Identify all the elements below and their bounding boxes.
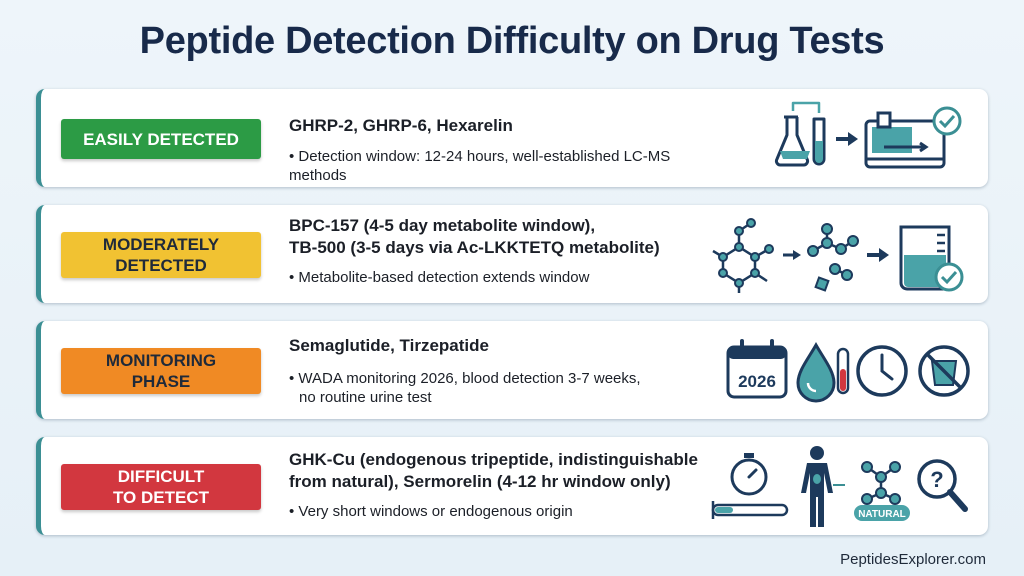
page-title: Peptide Detection Difficulty on Drug Tes… — [139, 20, 885, 62]
badge-line: DIFFICULT — [117, 467, 205, 486]
natural-label: NATURAL — [858, 509, 906, 520]
molecule-network-icon — [712, 218, 774, 293]
row-difficult-to-detect: DIFFICULT TO DETECT GHK-Cu (endogenous t… — [36, 437, 988, 535]
badge-line: MONITORING — [105, 351, 217, 370]
svg-text:?: ? — [930, 467, 943, 492]
detail-bullet: • Very short windows or endogenous origi… — [289, 503, 573, 520]
row1-icons — [774, 101, 962, 169]
row-text: GHK-Cu (endogenous tripeptide, indisting… — [289, 449, 729, 521]
arrow-right-icon — [867, 248, 889, 262]
peptide-list: from natural), Sermorelin (4-12 hr windo… — [289, 472, 671, 491]
lab-flasks-icon — [774, 101, 826, 167]
peptide-list: GHRP-2, GHRP-6, Hexarelin — [289, 116, 513, 135]
lc-ms-machine-icon — [864, 111, 946, 169]
human-body-icon — [801, 446, 845, 527]
clock-icon — [856, 345, 908, 397]
badge-line: TO DETECT — [112, 488, 210, 507]
site-credit: PeptidesExplorer.com — [840, 551, 986, 568]
icon-group — [774, 89, 974, 187]
icon-group: NATURAL ? — [709, 437, 974, 535]
row-text: Semaglutide, Tirzepatide • WADA monitori… — [289, 335, 729, 407]
beaker-check-icon — [899, 225, 964, 292]
peptide-list: Semaglutide, Tirzepatide — [289, 336, 489, 355]
detail-bullet: • Detection window: 12-24 hours, well-es… — [289, 148, 671, 184]
detail-bullet: no routine urine test — [299, 389, 432, 406]
row-monitoring-phase: MONITORING PHASE Semaglutide, Tirzepatid… — [36, 321, 988, 419]
row-text: BPC-157 (4-5 day metabolite window), TB-… — [289, 215, 729, 287]
metabolite-fragments-icon — [807, 223, 859, 292]
blood-drop-vial-icon — [796, 341, 850, 403]
badge-line: MODERATELY — [102, 235, 220, 254]
peptide-list: GHK-Cu (endogenous tripeptide, indisting… — [289, 450, 698, 469]
badge-line: DETECTED — [115, 256, 207, 275]
row2-icons — [712, 218, 964, 293]
badge-monitoring-phase: MONITORING PHASE — [61, 348, 261, 394]
row4-icons: NATURAL ? — [711, 446, 968, 527]
badge-moderately-detected: MODERATELY DETECTED — [61, 232, 261, 278]
stopwatch-icon — [711, 453, 789, 519]
calendar-year-text: 2026 — [738, 372, 776, 391]
icon-group: 2026 — [724, 321, 974, 419]
icon-group — [709, 205, 974, 303]
row-moderately-detected: MODERATELY DETECTED BPC-157 (4-5 day met… — [36, 205, 988, 303]
badge-line: PHASE — [131, 372, 191, 391]
arrow-right-icon — [783, 250, 801, 260]
no-urine-cup-icon — [918, 345, 970, 397]
detail-bullet: • WADA monitoring 2026, blood detection … — [289, 370, 641, 387]
badge-easily-detected: EASILY DETECTED — [61, 119, 261, 159]
peptide-list: TB-500 (3-5 days via Ac-LKKTETQ metaboli… — [289, 238, 660, 257]
badge-line: EASILY DETECTED — [83, 129, 239, 149]
row3-icons: 2026 — [726, 339, 970, 403]
natural-molecule-icon: NATURAL — [854, 461, 910, 521]
row-text: GHRP-2, GHRP-6, Hexarelin • Detection wi… — [289, 115, 729, 185]
row-easily-detected: EASILY DETECTED GHRP-2, GHRP-6, Hexareli… — [36, 89, 988, 187]
arrow-right-icon — [836, 132, 858, 146]
check-circle-icon — [932, 106, 962, 136]
badge-difficult-to-detect: DIFFICULT TO DETECT — [61, 464, 261, 510]
magnifier-question-icon: ? — [917, 459, 968, 512]
peptide-list: BPC-157 (4-5 day metabolite window), — [289, 216, 596, 235]
detail-bullet: • Metabolite-based detection extends win… — [289, 269, 590, 286]
calendar-icon: 2026 — [726, 339, 788, 399]
